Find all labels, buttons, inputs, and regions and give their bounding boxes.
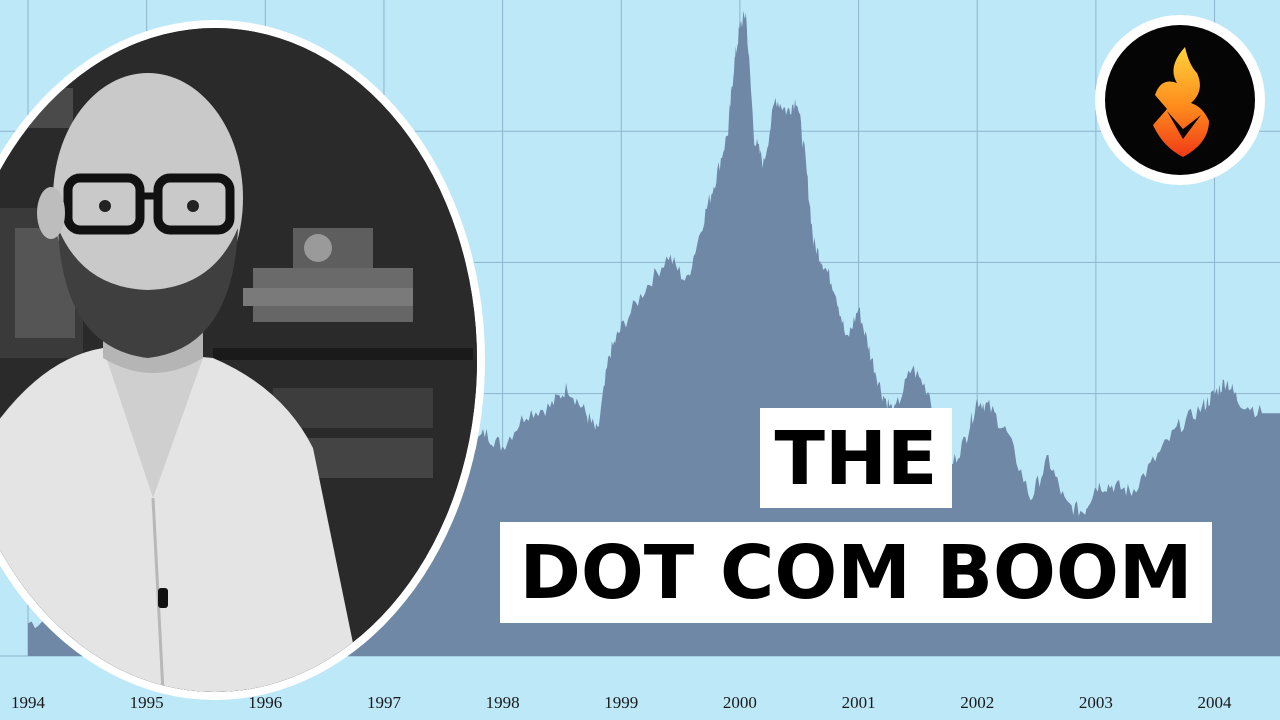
title-line-1: THE bbox=[760, 408, 952, 508]
x-tick-label-2004: 2004 bbox=[1198, 693, 1233, 712]
x-tick-label-1997: 1997 bbox=[367, 693, 402, 712]
x-tick-label-1998: 1998 bbox=[486, 693, 520, 712]
x-tick-label-2000: 2000 bbox=[723, 693, 757, 712]
host-portrait bbox=[0, 28, 477, 692]
x-tick-label-2002: 2002 bbox=[960, 693, 994, 712]
host-portrait-illustration bbox=[0, 28, 477, 692]
x-tick-label-1994: 1994 bbox=[11, 693, 46, 712]
channel-logo bbox=[1095, 15, 1265, 185]
index-area-series bbox=[28, 10, 1280, 657]
host-portrait-frame bbox=[0, 20, 485, 700]
x-tick-label-1999: 1999 bbox=[604, 693, 638, 712]
flame-icon bbox=[1153, 47, 1209, 157]
x-tick-label-1995: 1995 bbox=[130, 693, 164, 712]
x-tick-label-1996: 1996 bbox=[248, 693, 282, 712]
x-axis-ticks: 1994 1995 1996 1997 1998 1999 2000 2001 2002 2003… bbox=[11, 693, 1232, 712]
title-line-2: DOT COM BOOM bbox=[500, 522, 1212, 623]
x-tick-label-2001: 2001 bbox=[842, 693, 876, 712]
x-tick-label-2003: 2003 bbox=[1079, 693, 1113, 712]
logo-badge bbox=[1105, 25, 1255, 175]
